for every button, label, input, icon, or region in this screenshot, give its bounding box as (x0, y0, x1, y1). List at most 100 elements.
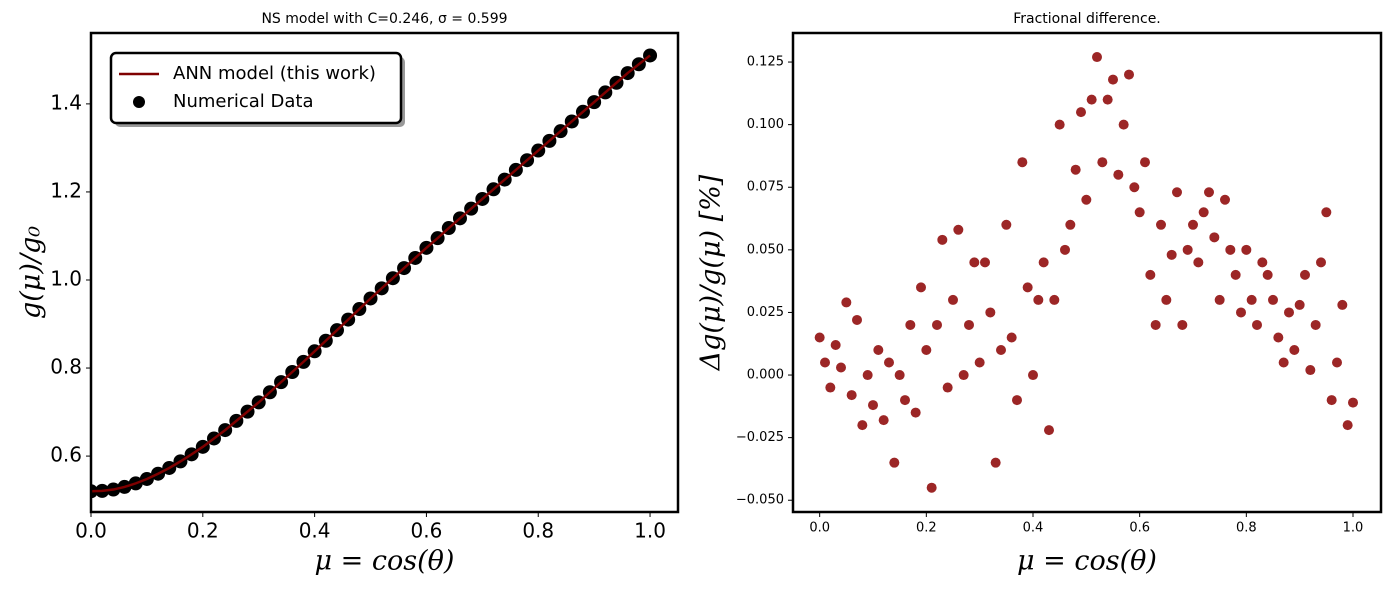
data-point (1193, 257, 1204, 268)
data-point (836, 362, 846, 373)
legend-label: ANN model (this work) (173, 63, 376, 84)
data-point (1316, 257, 1326, 268)
data-point (1092, 52, 1102, 63)
data-point (958, 370, 969, 381)
data-point (1001, 219, 1012, 230)
data-point (868, 400, 878, 411)
x-tick-label: 0.8 (522, 519, 554, 543)
x-tick-label: 0.8 (1236, 520, 1257, 535)
data-point (942, 382, 953, 393)
data-point (1097, 157, 1108, 168)
x-tick-label: 0.6 (411, 519, 443, 543)
data-point (905, 319, 916, 330)
data-point (1326, 395, 1337, 406)
data-point (1038, 257, 1049, 268)
data-point (1145, 269, 1156, 280)
data-point (1065, 219, 1076, 230)
legend-label: Numerical Data (173, 91, 314, 112)
y-tick-label: 0.000 (747, 368, 784, 383)
data-point (814, 332, 825, 343)
data-point (841, 297, 852, 308)
y-tick-label: 1.0 (50, 266, 82, 290)
data-point (1198, 207, 1209, 218)
data-point (916, 282, 926, 293)
data-point (900, 395, 910, 406)
data-point (1257, 257, 1268, 268)
x-tick-label: 0.0 (75, 519, 107, 543)
data-point (825, 382, 836, 393)
axes-frame (89, 31, 680, 514)
data-point (1177, 319, 1188, 330)
data-point (857, 420, 868, 431)
y-tick-label: 0.075 (747, 180, 784, 195)
x-axis-label: μ = cos(θ) (315, 546, 455, 577)
data-point (964, 319, 974, 330)
y-tick-label: 0.100 (747, 117, 784, 132)
data-point (1118, 119, 1129, 130)
data-point (1012, 395, 1022, 406)
data-point (1113, 169, 1124, 180)
legend-box (109, 51, 403, 125)
data-point (974, 357, 985, 368)
data-line (91, 54, 651, 493)
data-point (873, 344, 884, 355)
data-point (1156, 219, 1166, 230)
y-tick-label: 1.2 (50, 178, 82, 202)
data-point (1049, 294, 1060, 305)
data-point (1028, 370, 1038, 381)
plot-area (814, 52, 1358, 493)
data-point (937, 234, 948, 245)
data-point (990, 457, 1001, 468)
data-point (1262, 269, 1273, 280)
data-point (1204, 187, 1214, 198)
data-point (884, 357, 894, 368)
data-point (1054, 119, 1065, 130)
data-point (1268, 294, 1278, 305)
data-point (1150, 319, 1161, 330)
chart-title: NS model with C=0.246, σ = 0.599 (261, 11, 507, 27)
data-point (1337, 299, 1348, 310)
data-point (1081, 194, 1092, 205)
data-point (1033, 294, 1044, 305)
data-point (1252, 319, 1262, 330)
data-point (1284, 307, 1294, 318)
data-point (1230, 269, 1241, 280)
data-point (1225, 244, 1236, 255)
data-point (1214, 294, 1225, 305)
data-point (926, 482, 937, 493)
data-point (1236, 307, 1246, 318)
data-point (1166, 249, 1177, 260)
data-point (932, 319, 942, 330)
data-point (1172, 187, 1182, 198)
y-tick-label: 0.125 (747, 55, 784, 70)
y-tick-label: −0.025 (736, 430, 784, 445)
data-point (985, 307, 996, 318)
y-tick-label: 0.6 (50, 443, 82, 467)
data-point (1305, 365, 1316, 376)
legend-swatch (133, 96, 145, 108)
data-point (1086, 94, 1097, 105)
x-tick-label: 0.4 (1023, 520, 1044, 535)
data-point (980, 257, 990, 268)
data-point (1060, 244, 1070, 255)
x-tick-label: 0.6 (1129, 520, 1150, 535)
data-point (1246, 294, 1257, 305)
data-point (1161, 294, 1172, 305)
data-point (996, 344, 1006, 355)
data-point (1182, 244, 1193, 255)
data-point (852, 314, 862, 325)
y-axis-label: Δg(μ)/g(μ) [%] (696, 174, 727, 371)
data-point (1134, 207, 1145, 218)
x-tick-label: 1.0 (1343, 520, 1364, 535)
data-point (1044, 425, 1054, 436)
y-tick-label: 0.050 (747, 242, 784, 257)
data-point (1220, 194, 1230, 205)
data-point (1273, 332, 1284, 343)
data-point (1278, 357, 1289, 368)
y-tick-label: 1.4 (50, 90, 82, 114)
data-point (1188, 219, 1198, 230)
data-point (1241, 244, 1252, 255)
data-point (1129, 182, 1140, 193)
